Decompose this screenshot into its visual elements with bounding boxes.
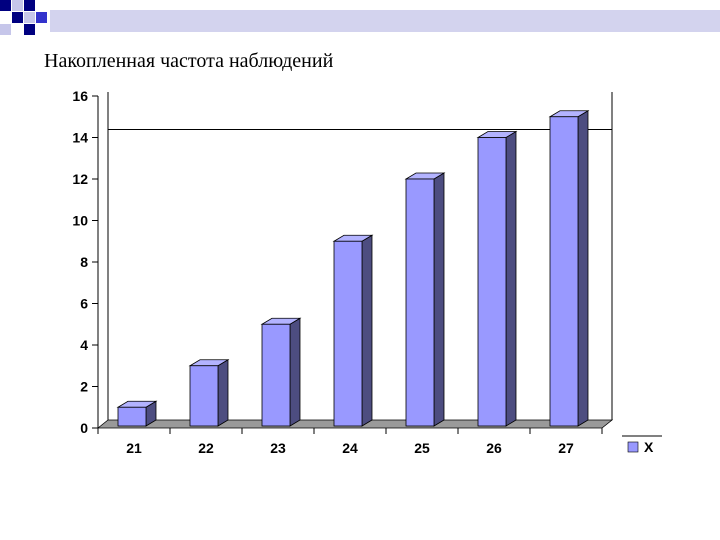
decor-square [0,24,11,35]
legend-swatch [627,441,639,453]
bar-front [261,323,291,427]
legend-label: X [644,439,654,455]
x-tick-label: 23 [270,440,286,456]
slide-decoration [0,0,720,35]
bar-side [433,172,445,427]
y-tick-label: 6 [80,296,88,312]
bar-side [577,110,589,427]
bar [404,172,446,427]
bar [260,317,302,427]
y-tick-label: 12 [72,171,88,187]
bar-front [189,365,219,427]
decor-square [12,12,23,23]
x-tick-label: 24 [342,440,358,456]
bar-front [477,137,507,427]
decor-square [24,12,35,23]
y-tick-label: 0 [80,420,88,436]
bar-front [405,178,435,427]
x-tick-label: 22 [198,440,214,456]
y-tick-label: 4 [80,337,88,353]
bar [548,110,590,427]
decor-square [24,24,35,35]
bar-side [217,359,229,427]
y-tick-label: 2 [80,379,88,395]
y-tick-label: 10 [72,213,88,229]
x-tick-label: 21 [126,440,142,456]
decor-square [12,0,23,11]
x-tick-label: 26 [486,440,502,456]
bar-side [361,234,373,427]
bar [476,130,518,427]
y-tick-label: 16 [72,88,88,104]
decor-square [0,0,11,11]
bar [116,400,158,427]
bar-front [333,240,363,427]
bar-front [117,406,147,427]
bar-side [289,317,301,427]
bar-side [505,130,517,427]
decor-square [36,12,47,23]
decor-band [50,10,720,32]
slide-title: Накопленная частота наблюдений [44,50,334,72]
bar [332,234,374,427]
x-tick-label: 27 [558,440,574,456]
decor-square [24,0,35,11]
y-tick-label: 8 [80,254,88,270]
bar-front [549,116,579,427]
bar [188,359,230,427]
x-tick-label: 25 [414,440,430,456]
y-tick-label: 14 [72,130,88,146]
